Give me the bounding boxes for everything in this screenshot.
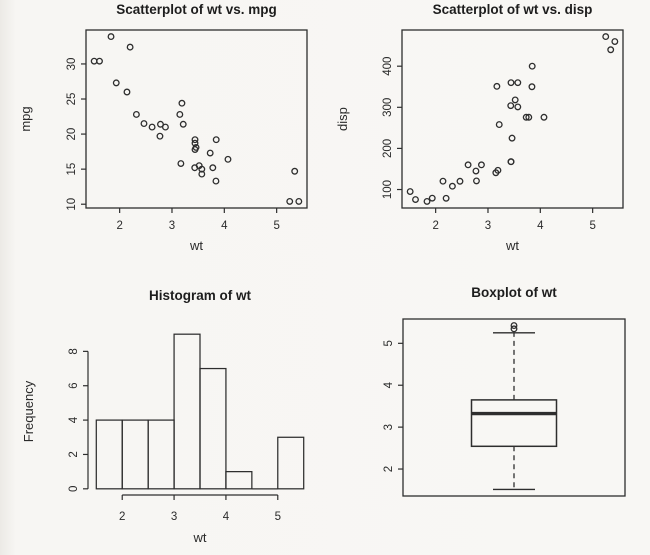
svg-text:2: 2	[68, 451, 80, 457]
svg-text:5: 5	[383, 340, 395, 346]
svg-text:3: 3	[169, 220, 175, 232]
scatter-wt-mpg-plot: Scatterplot of wt vs. mpg 10 15 20 25 30 2 3 4 5 w…	[18, 2, 308, 253]
svg-text:5: 5	[275, 511, 281, 523]
svg-text:8: 8	[68, 348, 80, 354]
svg-text:15: 15	[66, 163, 78, 176]
svg-text:2: 2	[432, 220, 438, 232]
svg-text:5: 5	[589, 220, 595, 232]
svg-text:4: 4	[68, 416, 80, 423]
svg-text:6: 6	[68, 383, 80, 389]
svg-text:Scatterplot of wt vs. mpg: Scatterplot of wt vs. mpg	[116, 2, 277, 17]
svg-text:wt: wt	[189, 238, 203, 253]
svg-text:30: 30	[66, 58, 78, 71]
svg-text:4: 4	[537, 220, 544, 232]
svg-text:20: 20	[66, 128, 78, 141]
svg-text:3: 3	[383, 424, 395, 430]
svg-text:disp: disp	[335, 107, 350, 131]
svg-text:300: 300	[382, 98, 394, 117]
svg-text:4: 4	[221, 220, 228, 232]
panel-boxplot-wt: Boxplot of wt 2 3 4 5	[325, 278, 650, 555]
svg-text:25: 25	[66, 93, 78, 106]
svg-text:4: 4	[383, 381, 395, 388]
svg-text:0: 0	[68, 486, 80, 492]
panel-histogram-wt: Histogram of wt 0 2 4 6 8 2 3 4 5 wt Frequency	[0, 278, 325, 555]
panel-scatter-wt-disp: Scatterplot of wt vs. disp 100 200 300 400 2 3…	[325, 0, 650, 278]
svg-text:wt: wt	[193, 530, 207, 545]
svg-text:2: 2	[116, 220, 122, 232]
svg-text:Histogram of wt: Histogram of wt	[149, 288, 252, 303]
svg-text:2: 2	[119, 511, 125, 523]
svg-text:100: 100	[382, 180, 394, 199]
svg-text:Frequency: Frequency	[21, 380, 36, 442]
svg-text:Boxplot of wt: Boxplot of wt	[471, 285, 557, 300]
svg-text:3: 3	[171, 511, 177, 523]
scatter-wt-disp-plot: Scatterplot of wt vs. disp 100 200 300 400 2 3…	[335, 2, 624, 253]
panel-scatter-wt-mpg: Scatterplot of wt vs. mpg 10 15 20 25 30 2 3 4 5 w…	[0, 0, 325, 278]
svg-text:mpg: mpg	[18, 106, 33, 131]
histogram-wt-plot: Histogram of wt 0 2 4 6 8 2 3 4 5 wt Frequency	[21, 288, 305, 545]
svg-text:Scatterplot of wt vs. disp: Scatterplot of wt vs. disp	[433, 2, 593, 17]
svg-text:3: 3	[485, 220, 491, 232]
svg-text:200: 200	[382, 139, 394, 158]
svg-text:2: 2	[383, 466, 395, 472]
boxplot-wt-plot: Boxplot of wt 2 3 4 5	[383, 285, 626, 497]
svg-text:4: 4	[223, 511, 230, 523]
svg-text:400: 400	[382, 57, 394, 76]
svg-text:wt: wt	[505, 238, 519, 253]
svg-text:10: 10	[66, 198, 78, 211]
svg-text:5: 5	[273, 220, 279, 232]
